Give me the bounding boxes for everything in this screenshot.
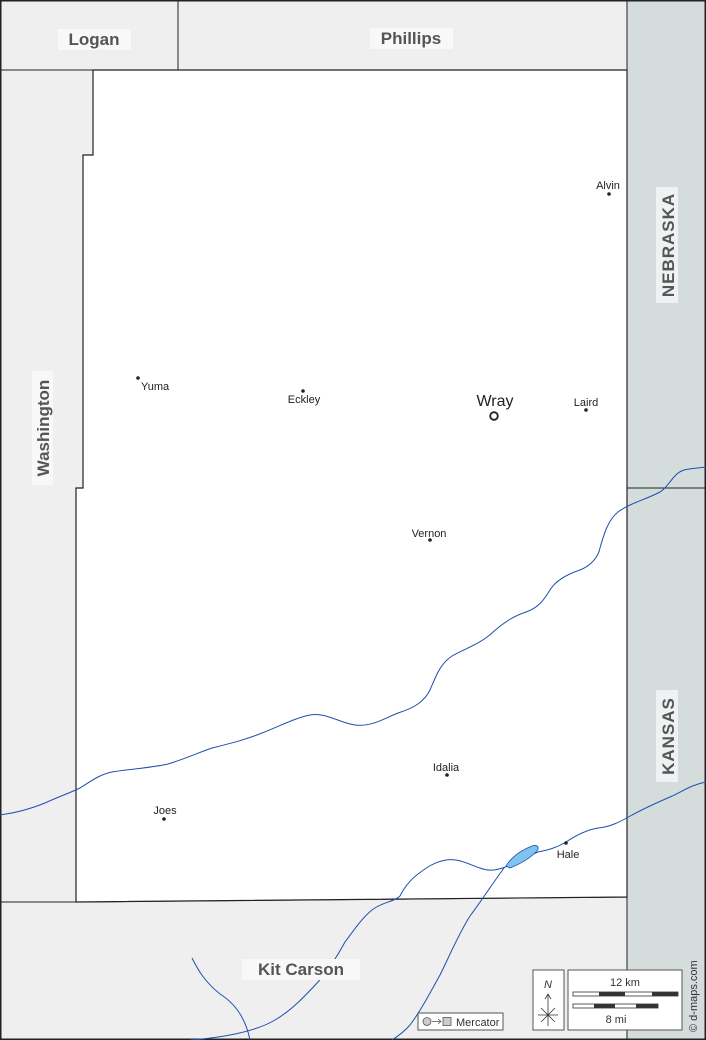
idalia-dot bbox=[445, 773, 449, 777]
eckley-dot bbox=[301, 389, 305, 393]
laird-label: Laird bbox=[574, 397, 598, 409]
north-label: N bbox=[544, 979, 552, 991]
yuma-county-area bbox=[75, 69, 628, 903]
alvin-label: Alvin bbox=[596, 180, 620, 192]
logan-label: Logan bbox=[69, 30, 120, 49]
nebraska-label: NEBRASKA bbox=[659, 193, 678, 297]
idalia-label: Idalia bbox=[433, 762, 460, 774]
vernon-dot bbox=[428, 538, 432, 542]
hale-label: Hale bbox=[557, 849, 580, 861]
vernon-label: Vernon bbox=[412, 528, 447, 540]
kit-carson-label: Kit Carson bbox=[258, 960, 344, 979]
kit-carson-label-bg bbox=[242, 959, 360, 980]
wray-seat-marker bbox=[489, 411, 499, 421]
projection-label: Mercator bbox=[456, 1017, 500, 1029]
scale-bar-icon bbox=[572, 991, 679, 1009]
kansas-label-bg bbox=[656, 690, 678, 782]
alvin-dot bbox=[607, 192, 611, 196]
north-fork-republican-river bbox=[0, 466, 706, 816]
nebraska-label-bg bbox=[656, 187, 678, 303]
projection-box bbox=[417, 1012, 504, 1031]
projection-icon bbox=[422, 1017, 452, 1026]
scale-km-label: 12 km bbox=[610, 977, 640, 989]
logan-label-bg bbox=[58, 29, 131, 50]
scale-mi-label: 8 mi bbox=[606, 1014, 627, 1026]
creek-west bbox=[191, 957, 251, 1040]
laird-dot bbox=[584, 408, 588, 412]
joes-label: Joes bbox=[153, 805, 177, 817]
credit-label: © d-maps.com bbox=[688, 960, 700, 1032]
washington-label-bg bbox=[32, 371, 53, 485]
yuma-dot bbox=[136, 376, 140, 380]
phillips-label-bg bbox=[370, 28, 453, 49]
north-arrow-icon bbox=[538, 993, 558, 1026]
eckley-label: Eckley bbox=[288, 394, 321, 406]
hale-dot bbox=[564, 841, 568, 845]
arikaree-branch-river bbox=[391, 867, 505, 1040]
yuma-label: Yuma bbox=[141, 381, 170, 393]
phillips-label: Phillips bbox=[381, 29, 441, 48]
north-arrow-box bbox=[532, 969, 565, 1031]
wray-label: Wray bbox=[476, 393, 513, 410]
bonny-reservoir bbox=[505, 845, 539, 869]
scale-box bbox=[567, 969, 683, 1031]
kansas-label: KANSAS bbox=[659, 697, 678, 775]
washington-label: Washington bbox=[34, 380, 53, 477]
joes-dot bbox=[162, 817, 166, 821]
